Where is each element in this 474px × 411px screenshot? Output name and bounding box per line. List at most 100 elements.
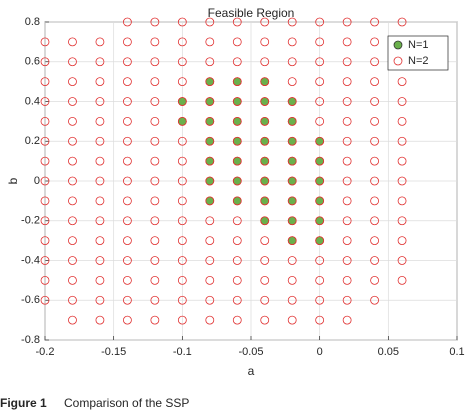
point <box>177 116 187 126</box>
point <box>150 97 160 106</box>
point <box>68 196 77 206</box>
y-tick-label: 0.2 <box>25 135 40 147</box>
point <box>287 196 297 206</box>
point <box>95 97 105 106</box>
point <box>315 97 325 106</box>
point <box>287 176 297 186</box>
point <box>150 315 160 325</box>
point <box>123 136 132 146</box>
point <box>260 57 270 67</box>
point <box>397 77 407 87</box>
point <box>370 275 380 285</box>
point <box>177 216 187 226</box>
point <box>287 97 297 106</box>
point <box>150 37 160 47</box>
point <box>260 295 270 305</box>
point <box>177 315 187 325</box>
point <box>95 57 105 67</box>
point <box>150 196 160 206</box>
point <box>95 275 105 285</box>
point <box>205 17 215 27</box>
point <box>150 236 160 246</box>
x-tick-label: -0.05 <box>238 346 263 358</box>
point <box>40 176 50 186</box>
point <box>232 136 242 146</box>
point <box>287 256 297 265</box>
point <box>342 77 352 87</box>
y-tick-label: 0.8 <box>25 16 40 28</box>
y-axis-label: b <box>6 177 20 184</box>
y-tick-label: -0.4 <box>21 254 40 266</box>
point <box>342 176 352 186</box>
y-tick-label: -0.8 <box>21 334 40 346</box>
point <box>260 37 270 47</box>
point <box>68 295 77 305</box>
point <box>232 77 242 87</box>
point <box>123 295 132 305</box>
point <box>205 77 215 87</box>
point <box>150 275 160 285</box>
x-tick-label: -0.15 <box>101 346 126 358</box>
point <box>315 236 325 246</box>
point <box>95 295 105 305</box>
point <box>95 196 105 206</box>
point <box>150 116 160 126</box>
y-tick-label: -0.2 <box>21 215 40 227</box>
point <box>68 97 77 106</box>
point <box>315 176 325 186</box>
point <box>123 156 132 166</box>
point <box>150 156 160 166</box>
point <box>177 275 187 285</box>
point <box>40 295 50 305</box>
point <box>315 295 325 305</box>
point <box>150 216 160 226</box>
legend-label: N=2 <box>408 55 429 67</box>
point <box>177 97 187 106</box>
point <box>260 176 270 186</box>
point <box>123 57 132 67</box>
point <box>370 57 380 67</box>
point <box>150 256 160 265</box>
point <box>260 196 270 206</box>
point <box>40 116 50 126</box>
point <box>370 156 380 166</box>
point <box>123 196 132 206</box>
point <box>95 136 105 146</box>
point <box>232 256 242 265</box>
point <box>40 236 50 246</box>
point <box>123 37 132 47</box>
point <box>287 216 297 226</box>
point <box>370 256 380 265</box>
point <box>205 295 215 305</box>
point <box>397 216 407 226</box>
point <box>232 176 242 186</box>
point <box>205 275 215 285</box>
point <box>95 156 105 166</box>
point <box>287 236 297 246</box>
point <box>315 77 325 87</box>
chart-title: Feasible Region <box>208 6 295 20</box>
point <box>260 156 270 166</box>
point <box>370 196 380 206</box>
point <box>177 17 187 27</box>
point <box>397 136 407 146</box>
point <box>150 57 160 67</box>
point <box>123 236 132 246</box>
point <box>342 216 352 226</box>
point <box>177 57 187 67</box>
point <box>287 295 297 305</box>
point <box>123 17 132 27</box>
point <box>370 176 380 186</box>
point <box>342 116 352 126</box>
point <box>40 37 50 47</box>
x-tick-label: 0 <box>317 346 323 358</box>
x-tick-label: -0.2 <box>36 346 55 358</box>
point <box>342 236 352 246</box>
point <box>342 275 352 285</box>
point <box>123 77 132 87</box>
point <box>205 57 215 67</box>
point <box>205 136 215 146</box>
point <box>177 136 187 146</box>
y-tick-label: -0.6 <box>21 294 40 306</box>
